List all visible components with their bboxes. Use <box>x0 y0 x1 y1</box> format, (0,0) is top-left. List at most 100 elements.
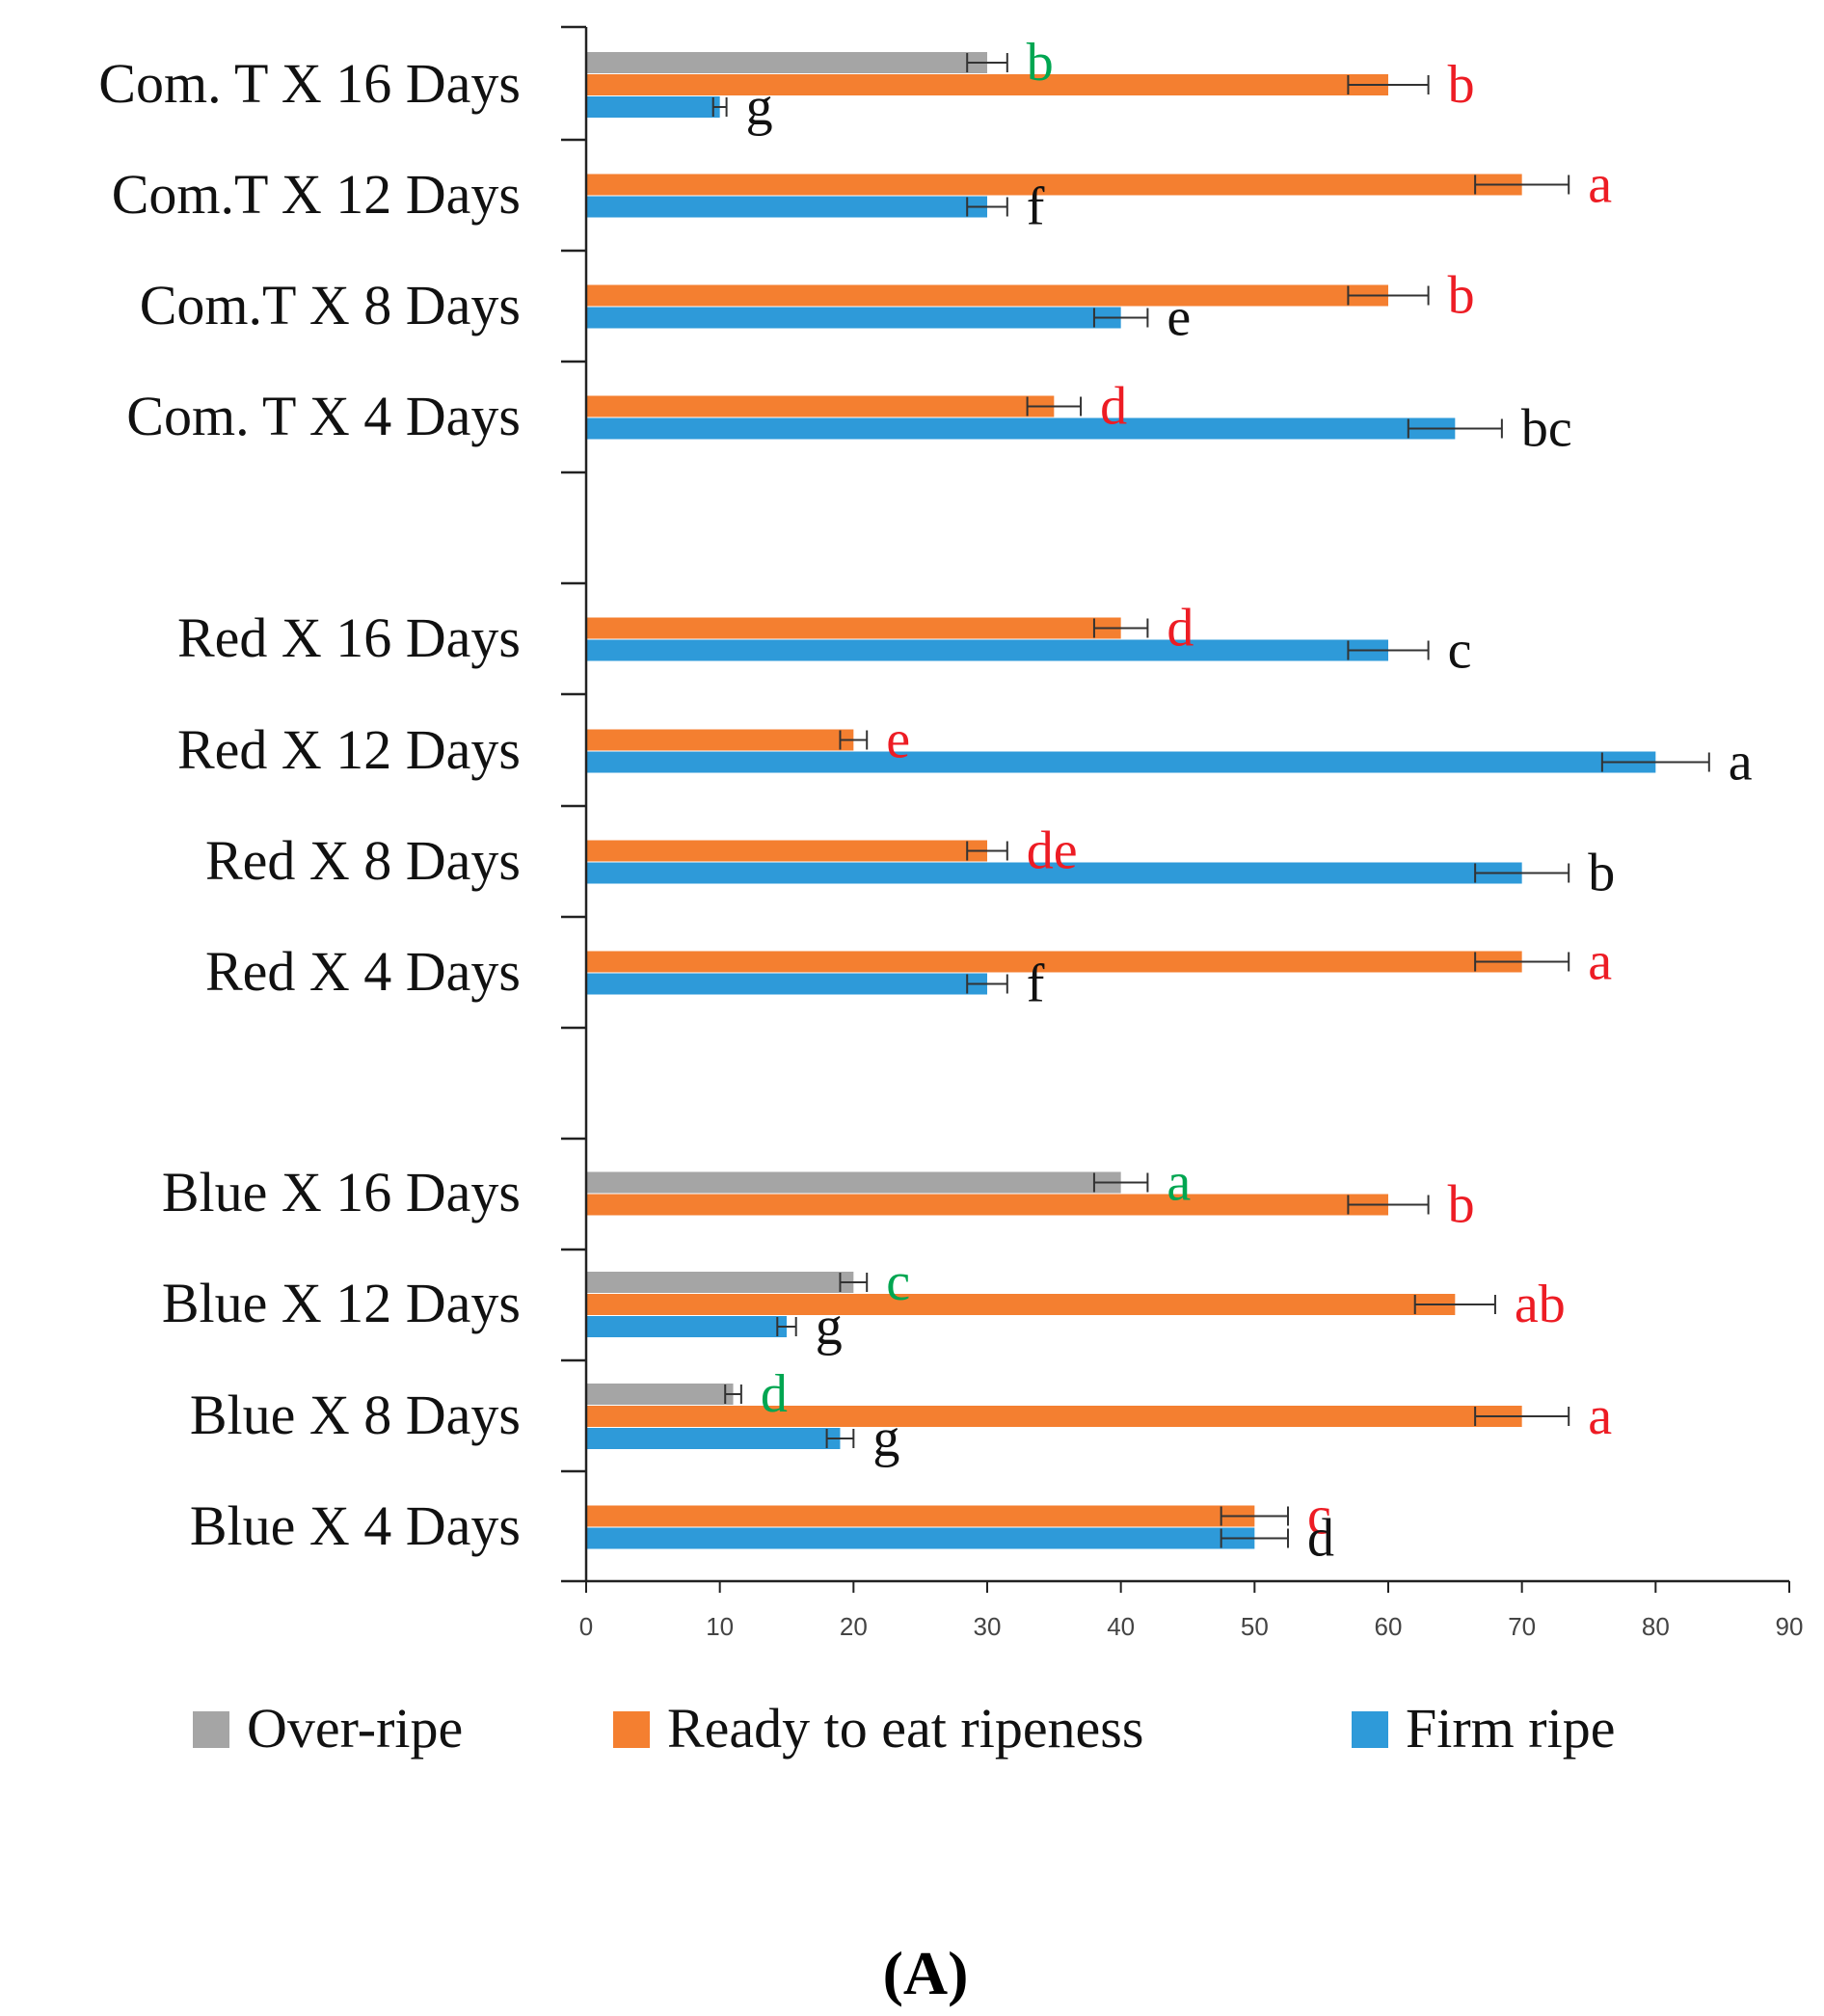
bar-ready-to-eat-ripeness-9 <box>586 1294 1456 1315</box>
panel-label: (A) <box>883 1939 969 2007</box>
bar-firm-ripe-2 <box>586 307 1121 329</box>
error-bar-ready-10 <box>1474 1407 1570 1426</box>
x-tick-label: 0 <box>579 1612 593 1641</box>
legend-swatch <box>1352 1711 1388 1748</box>
bar-ready-to-eat-ripeness-4 <box>586 617 1121 639</box>
x-tick-label: 40 <box>1107 1612 1135 1641</box>
x-tick-label: 70 <box>1508 1612 1536 1641</box>
error-bar-ready-4 <box>1092 618 1149 638</box>
significance-letter: d <box>761 1364 788 1424</box>
error-bar-firm-2 <box>1092 308 1149 328</box>
bar-firm-ripe-7 <box>586 973 987 995</box>
legend: Over-ripe Ready to eat ripeness Firm ripe <box>193 1697 1615 1760</box>
bar-firm-ripe-1 <box>586 196 987 218</box>
significance-letter: c <box>1307 1487 1331 1546</box>
significance-letter: ab <box>1515 1275 1566 1334</box>
bar-over-ripe-9 <box>586 1272 854 1293</box>
bar-over-ripe-0 <box>586 52 987 73</box>
bar-firm-ripe-9 <box>586 1316 787 1337</box>
error-bar-ready-1 <box>1474 175 1570 195</box>
error-bar-ready-9 <box>1413 1295 1496 1314</box>
category-labels: Com. T X 16 Days Com.T X 12 Days Com.T X 8… <box>98 52 521 1557</box>
x-tick-label: 20 <box>840 1612 868 1641</box>
error-bar-ready-8 <box>1347 1195 1430 1215</box>
bar-firm-ripe-10 <box>586 1428 841 1449</box>
legend-swatch <box>613 1711 650 1748</box>
bar-ready-to-eat-ripeness-5 <box>586 729 854 751</box>
error-bars <box>711 53 1710 1548</box>
significance-letter: b <box>1588 844 1615 903</box>
category-label: Com.T X 8 Days <box>140 274 521 336</box>
significance-letter: f <box>1027 177 1045 237</box>
error-bar-ready-3 <box>1026 396 1083 417</box>
error-bar-firm-5 <box>1600 752 1710 772</box>
category-label: Red X 12 Days <box>177 718 521 781</box>
bar-ready-to-eat-ripeness-6 <box>586 840 987 862</box>
significance-letter: c <box>1448 621 1472 681</box>
error-bar-firm-4 <box>1347 640 1430 660</box>
significance-letter: g <box>872 1409 899 1468</box>
significance-letter: g <box>746 77 773 137</box>
axes <box>561 25 1789 1583</box>
legend-item-firm: Firm ripe <box>1352 1697 1615 1760</box>
category-label: Blue X 12 Days <box>162 1272 521 1334</box>
x-tick-label: 60 <box>1375 1612 1403 1641</box>
bar-ready-to-eat-ripeness-3 <box>586 395 1055 417</box>
bars <box>586 52 1656 1549</box>
significance-letter: a <box>1588 932 1612 992</box>
x-tick-label: 90 <box>1776 1612 1804 1641</box>
significance-letter: bc <box>1521 399 1572 459</box>
error-bar-ready-11 <box>1220 1506 1289 1526</box>
legend-label: Ready to eat ripeness <box>667 1697 1143 1760</box>
error-bar-firm-0 <box>711 97 728 117</box>
bar-firm-ripe-3 <box>586 417 1456 440</box>
error-bar-firm-10 <box>825 1429 855 1448</box>
axis-ticks: 0 10 20 30 40 50 60 70 80 90 <box>579 1581 1804 1641</box>
bar-over-ripe-10 <box>586 1384 734 1405</box>
significance-letter: d <box>1100 377 1127 437</box>
error-bar-firm-3 <box>1407 418 1503 439</box>
bar-ready-to-eat-ripeness-10 <box>586 1406 1522 1427</box>
bar-firm-ripe-0 <box>586 96 720 118</box>
category-label: Com. T X 16 Days <box>98 52 521 115</box>
legend-label: Over-ripe <box>247 1697 463 1760</box>
error-bar-firm-6 <box>1474 863 1570 883</box>
x-tick-label: 10 <box>706 1612 734 1641</box>
error-bar-ready-0 <box>1347 75 1430 94</box>
significance-letter: a <box>1729 733 1753 793</box>
error-bar-firm-9 <box>776 1317 797 1336</box>
legend-item-ready: Ready to eat ripeness <box>613 1697 1143 1760</box>
significance-letter: de <box>1027 821 1078 881</box>
error-bar-ready-5 <box>839 730 869 750</box>
significance-letter: f <box>1027 954 1045 1014</box>
significance-letter: g <box>816 1297 843 1357</box>
significance-letter: d <box>1307 1509 1334 1569</box>
bar-ready-to-eat-ripeness-7 <box>586 951 1522 973</box>
significance-letter: e <box>886 711 910 770</box>
error-bar-over-ripe-8 <box>1092 1172 1149 1193</box>
error-bar-ready-6 <box>966 841 1008 861</box>
significance-letter: e <box>1167 288 1191 348</box>
x-tick-label: 80 <box>1642 1612 1670 1641</box>
bar-ready-to-eat-ripeness-1 <box>586 174 1522 196</box>
bar-ready-to-eat-ripeness-2 <box>586 284 1388 307</box>
legend-item-over-ripe: Over-ripe <box>193 1697 463 1760</box>
error-bar-firm-1 <box>966 197 1008 217</box>
significance-letter: b <box>1448 1175 1475 1235</box>
significance-letter: b <box>1027 33 1054 93</box>
significance-letter: a <box>1588 155 1612 215</box>
category-label: Red X 4 Days <box>205 940 521 1003</box>
significance-letter: a <box>1167 1153 1191 1213</box>
bar-firm-ripe-6 <box>586 862 1522 884</box>
category-label: Red X 8 Days <box>205 829 521 892</box>
bar-firm-ripe-4 <box>586 639 1388 661</box>
error-bar-ready-7 <box>1474 952 1570 972</box>
significance-letter: d <box>1167 599 1194 659</box>
significance-letter: b <box>1448 55 1475 115</box>
category-label: Blue X 16 Days <box>162 1161 521 1223</box>
category-label: Blue X 8 Days <box>190 1384 521 1446</box>
bar-firm-ripe-5 <box>586 751 1656 773</box>
bar-ready-to-eat-ripeness-0 <box>586 74 1388 95</box>
